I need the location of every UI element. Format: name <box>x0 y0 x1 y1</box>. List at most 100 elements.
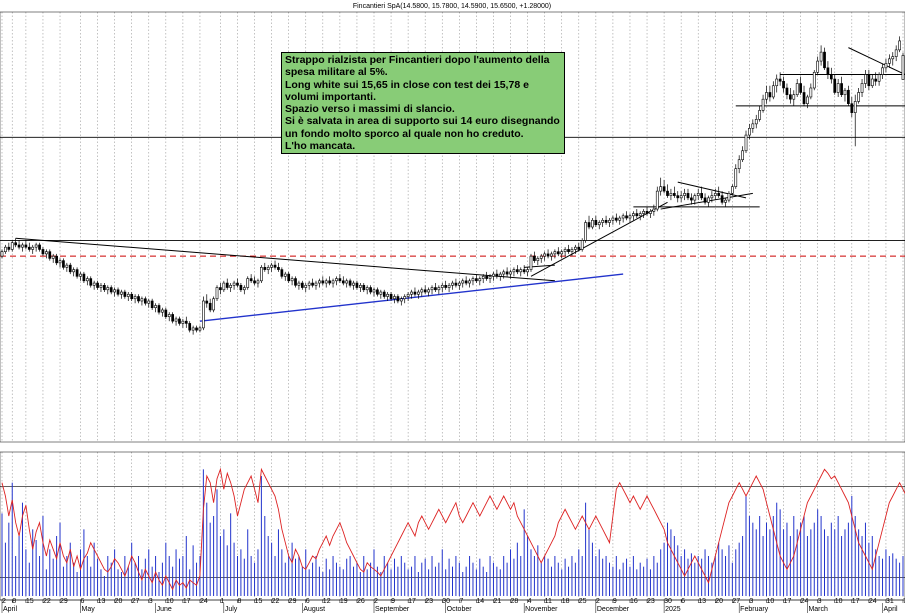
candle-body <box>116 289 120 295</box>
x-tick-label: 19 <box>340 598 348 605</box>
x-tick-label: 29 <box>60 598 68 605</box>
candle <box>423 285 427 295</box>
candle <box>666 184 669 198</box>
candle <box>823 47 826 71</box>
candle-body <box>65 264 69 268</box>
candle-body <box>881 67 884 75</box>
x-tick-label: 6 <box>681 598 685 605</box>
candle-body <box>512 269 516 273</box>
x-tick-label: 10 <box>835 598 843 605</box>
candle-body <box>300 282 304 288</box>
candle-body <box>792 94 796 100</box>
candle-body <box>376 289 379 295</box>
candle <box>829 67 833 84</box>
candle-body <box>133 296 137 300</box>
candle <box>618 215 622 225</box>
candle-body <box>829 74 833 80</box>
candle-body <box>604 219 608 223</box>
candle-body <box>478 278 482 282</box>
candle-body <box>498 273 502 277</box>
candle <box>403 294 407 304</box>
candle-body <box>195 327 198 331</box>
month-label: December <box>597 606 630 613</box>
candle <box>577 242 581 252</box>
candle <box>632 211 635 221</box>
candle-body <box>362 284 366 291</box>
support-resistance-lines <box>0 136 905 257</box>
candle-body <box>188 323 192 331</box>
candle <box>287 271 291 284</box>
candle <box>256 278 260 288</box>
candle <box>696 188 700 201</box>
candle <box>799 76 802 95</box>
candle <box>249 274 253 284</box>
x-tick-label: 12 <box>323 598 331 605</box>
x-tick-label: 23 <box>425 598 433 605</box>
x-tick-label: 20 <box>715 598 723 605</box>
candle <box>48 249 52 261</box>
candle-body <box>556 251 560 255</box>
candle <box>529 253 533 272</box>
candle <box>894 45 898 62</box>
candle <box>386 292 390 301</box>
candle <box>24 240 28 250</box>
candle <box>857 87 860 104</box>
candle <box>358 283 362 293</box>
candle-body <box>365 287 369 291</box>
candle <box>79 271 82 281</box>
annotation-line: L'ho mancata. <box>285 140 356 153</box>
candle-body <box>154 305 157 309</box>
candle-body <box>72 269 76 273</box>
candle-body <box>352 282 355 286</box>
candle-body <box>10 242 14 250</box>
candle <box>280 267 284 279</box>
candle <box>754 114 758 129</box>
candle-body <box>150 300 154 309</box>
candle <box>778 72 782 86</box>
candle-body <box>771 85 775 98</box>
candle <box>106 285 110 295</box>
candle <box>707 195 710 207</box>
month-label: February <box>740 606 769 613</box>
x-tick-label: 17 <box>408 598 416 605</box>
x-tick-label: 13 <box>98 598 106 605</box>
candle-body <box>652 208 656 212</box>
candle-body <box>222 282 226 291</box>
x-tick-label: 17 <box>183 598 191 605</box>
candle-body <box>785 87 789 96</box>
candle-body <box>181 320 185 324</box>
candle-body <box>816 60 820 73</box>
candle <box>304 283 308 293</box>
candle-body <box>318 280 321 284</box>
candle <box>341 276 345 286</box>
annotation-box: Strappo rialzista per Fincantieri dopo l… <box>281 52 565 154</box>
candle-body <box>847 89 850 104</box>
candle <box>181 318 185 328</box>
candle <box>51 253 55 263</box>
candle-body <box>543 253 547 257</box>
candle-body <box>533 255 536 261</box>
candle <box>277 262 280 272</box>
candle <box>328 276 331 286</box>
candle-body <box>522 269 526 273</box>
candle <box>536 256 540 266</box>
candle-body <box>768 92 772 98</box>
candle <box>379 289 383 299</box>
candle-body <box>321 280 325 284</box>
candle-body <box>382 291 386 297</box>
candle <box>847 85 850 106</box>
candle <box>75 267 79 279</box>
candle <box>205 294 209 308</box>
candle-body <box>898 40 901 51</box>
candle-body <box>659 186 663 192</box>
candle <box>481 274 485 284</box>
candle <box>219 283 222 295</box>
candle-body <box>41 249 45 255</box>
candle-body <box>17 244 21 248</box>
candle-body <box>386 293 390 297</box>
candle <box>464 276 468 286</box>
candle <box>679 191 683 203</box>
candle <box>246 276 250 290</box>
candle <box>563 247 567 257</box>
candle-body <box>625 215 628 219</box>
